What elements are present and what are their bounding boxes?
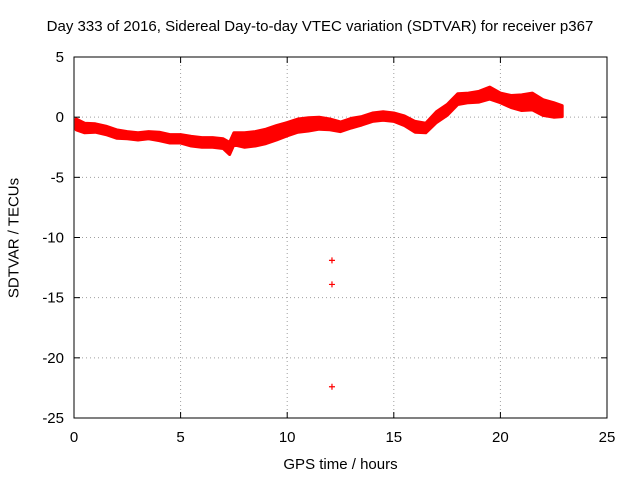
chart-title: Day 333 of 2016, Sidereal Day-to-day VTE… (46, 18, 594, 35)
axis-ticks: 0 5 10 15 20 25 -25 -20 -15 -10 -5 0 5 (42, 49, 615, 446)
x-tick-label: 25 (599, 429, 616, 446)
x-tick-label: 5 (176, 429, 184, 446)
outlier-point (328, 257, 335, 264)
x-tick-label: 15 (385, 429, 402, 446)
y-tick-label: -15 (42, 290, 64, 307)
y-tick-label: -25 (42, 410, 64, 427)
outlier-point (328, 281, 335, 288)
x-tick-label: 0 (70, 429, 78, 446)
x-tick-label: 10 (279, 429, 296, 446)
y-axis-label: SDTVAR / TECUs (5, 177, 23, 299)
grid-lines (74, 57, 607, 418)
y-tick-label: 5 (56, 49, 64, 66)
data-points (74, 85, 564, 390)
outlier-point (328, 383, 335, 390)
y-tick-label: 0 (56, 109, 64, 126)
y-tick-label: -10 (42, 230, 64, 247)
x-tick-label: 20 (492, 429, 509, 446)
y-tick-label: -20 (42, 350, 64, 367)
sdtvar-point-band (74, 85, 564, 156)
y-tick-label: -5 (51, 169, 64, 186)
x-axis-label: GPS time / hours (283, 456, 398, 473)
